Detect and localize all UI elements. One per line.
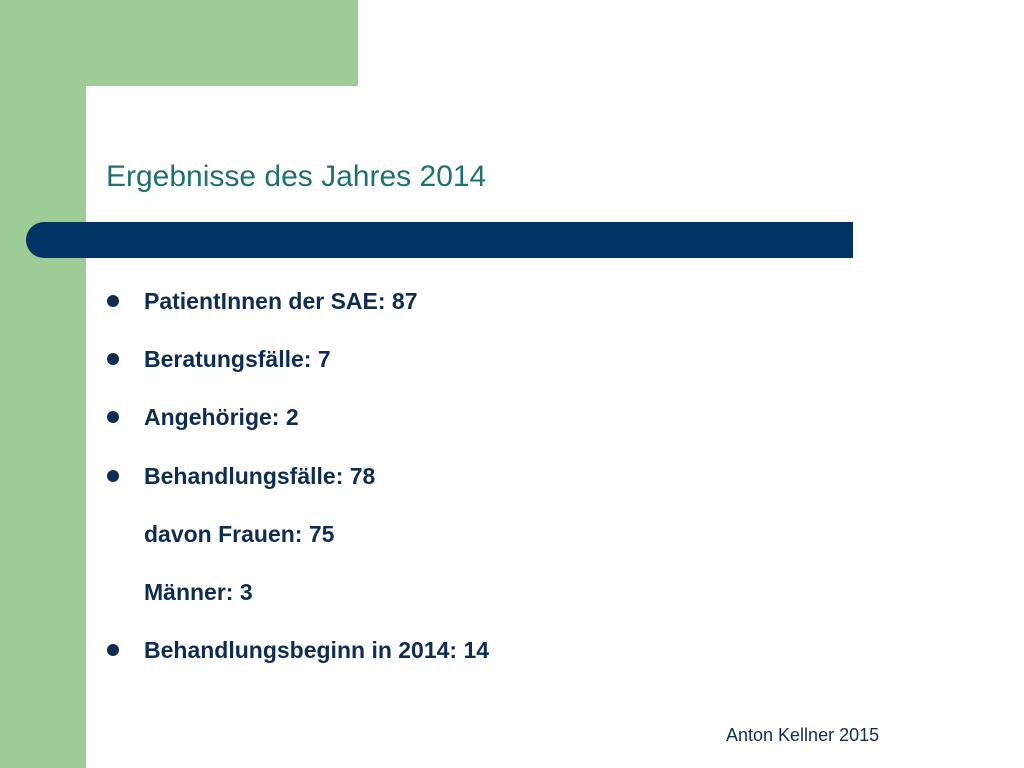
green-top-band — [0, 0, 358, 86]
footer-author: Anton Kellner 2015 — [726, 725, 880, 745]
list-item-continuation: davon Frauen: 75 — [104, 516, 864, 574]
list-item-text: PatientInnen der SAE: 87 — [144, 288, 418, 314]
bullet-dot-icon — [107, 644, 119, 657]
list-item-text: Behandlungsbeginn in 2014: 14 — [144, 637, 490, 664]
list-item: Beratungsfälle: 7 — [104, 341, 864, 399]
list-item: Behandlungsfälle: 78 — [104, 458, 864, 516]
list-item-text: davon Frauen: 75 — [144, 520, 335, 547]
green-side-band — [0, 0, 86, 768]
list-item: Angehörige: 2 — [104, 399, 864, 457]
bullet-dot-icon — [107, 353, 119, 366]
bullet-dot-icon — [107, 295, 119, 307]
list-item: PatientInnen der SAE: 87 — [104, 283, 864, 341]
bullet-dot-icon — [107, 411, 119, 424]
title-underline-bar — [26, 222, 853, 258]
list-item-text: Behandlungsfälle: 78 — [144, 462, 376, 489]
list-item-text: Angehörige: 2 — [144, 404, 299, 431]
slide-title: Ergebnisse des Jahres 2014 — [106, 160, 487, 193]
list-item-text: Beratungsfälle: 7 — [144, 346, 331, 373]
bullet-dot-icon — [107, 469, 119, 482]
content-panel — [86, 86, 1024, 768]
list-item-continuation: Männer: 3 — [104, 574, 864, 632]
list-item-text: Männer: 3 — [144, 578, 253, 605]
bullet-list: PatientInnen der SAE: 87 Beratungsfälle:… — [104, 283, 864, 690]
list-item: Behandlungsbeginn in 2014: 14 — [104, 632, 864, 690]
